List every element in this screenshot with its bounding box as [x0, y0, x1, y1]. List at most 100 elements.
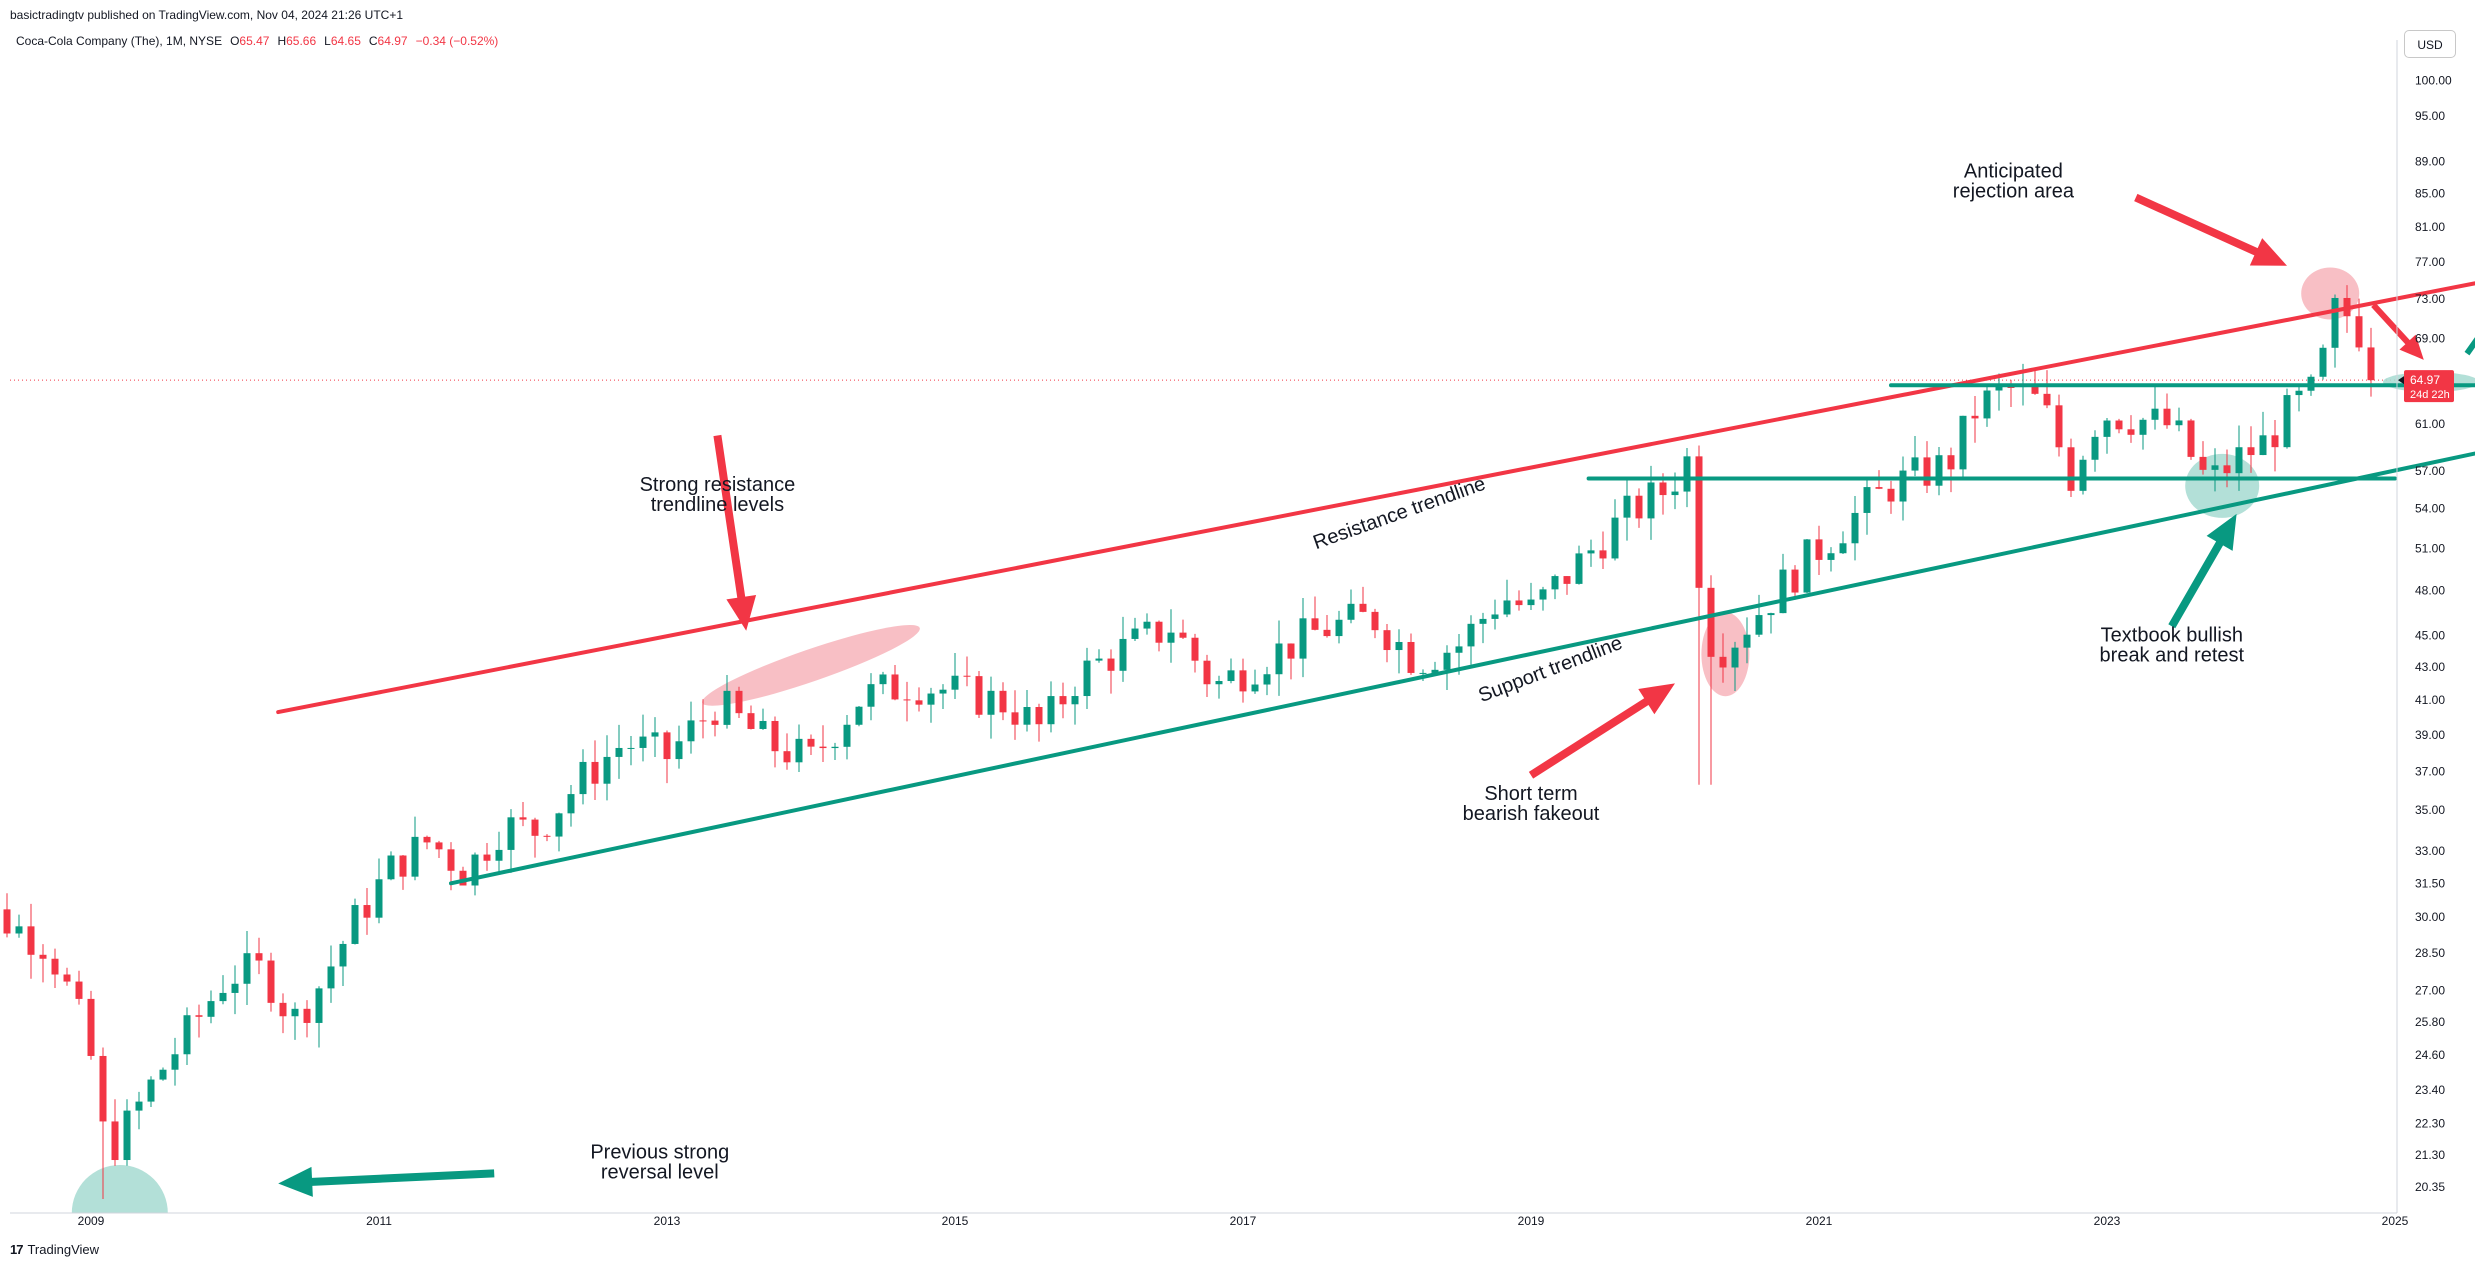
candle[interactable] — [927, 687, 935, 723]
candle[interactable] — [675, 725, 683, 769]
candle[interactable] — [1251, 669, 1259, 694]
candle[interactable] — [2175, 407, 2183, 432]
candle[interactable] — [1119, 616, 1127, 682]
candle[interactable] — [195, 1004, 203, 1038]
candle[interactable] — [2247, 426, 2255, 473]
candle[interactable] — [1707, 575, 1715, 785]
candle[interactable] — [1911, 435, 1919, 477]
candle[interactable] — [1383, 623, 1391, 663]
candle[interactable] — [1083, 647, 1091, 709]
candle[interactable] — [711, 711, 719, 737]
candles-layer[interactable] — [0, 285, 2375, 1199]
candle[interactable] — [291, 1002, 299, 1040]
candle[interactable] — [231, 965, 239, 1015]
candle[interactable] — [411, 816, 419, 881]
candle[interactable] — [1023, 690, 1031, 732]
candle[interactable] — [219, 975, 227, 1005]
candle[interactable] — [495, 831, 503, 872]
candle[interactable] — [591, 740, 599, 801]
candle[interactable] — [1551, 574, 1559, 600]
candle[interactable] — [759, 708, 767, 730]
candle[interactable] — [795, 724, 803, 772]
candle[interactable] — [159, 1067, 167, 1081]
candle[interactable] — [387, 851, 395, 881]
candle[interactable] — [507, 809, 515, 873]
candle[interactable] — [1479, 612, 1487, 644]
candle[interactable] — [1143, 613, 1151, 635]
candle[interactable] — [687, 701, 695, 754]
candle[interactable] — [363, 888, 371, 935]
candle[interactable] — [627, 735, 635, 766]
candle[interactable] — [1467, 615, 1475, 665]
candle[interactable] — [3, 893, 11, 938]
candle[interactable] — [819, 725, 827, 763]
candle[interactable] — [1407, 633, 1415, 675]
candle[interactable] — [399, 854, 407, 890]
candle[interactable] — [1887, 480, 1895, 514]
candle[interactable] — [2067, 438, 2075, 497]
candle[interactable] — [699, 699, 707, 739]
candle[interactable] — [891, 665, 899, 701]
candle[interactable] — [2079, 455, 2087, 495]
candle[interactable] — [435, 840, 443, 859]
candle[interactable] — [1959, 415, 1967, 478]
candle[interactable] — [1179, 619, 1187, 640]
candle[interactable] — [831, 742, 839, 760]
candle[interactable] — [1011, 690, 1019, 740]
candle[interactable] — [2187, 418, 2195, 460]
candle[interactable] — [2031, 369, 2039, 395]
candle[interactable] — [1107, 649, 1115, 694]
candle[interactable] — [543, 834, 551, 842]
trendlines-layer[interactable] — [276, 257, 2475, 886]
candle[interactable] — [1335, 610, 1343, 644]
candle[interactable] — [999, 682, 1007, 721]
candle[interactable] — [1995, 373, 2003, 411]
candle[interactable] — [567, 784, 575, 827]
candle[interactable] — [2091, 430, 2099, 472]
candle[interactable] — [1095, 649, 1103, 663]
candle[interactable] — [123, 1099, 131, 1166]
candle[interactable] — [1983, 385, 1991, 427]
candle[interactable] — [1779, 553, 1787, 614]
candle[interactable] — [1719, 633, 1727, 683]
candle[interactable] — [1155, 620, 1163, 652]
symbol-name[interactable]: Coca-Cola Company (The), 1M, NYSE — [16, 34, 223, 48]
candle[interactable] — [351, 898, 359, 945]
candle[interactable] — [2283, 388, 2291, 449]
candle[interactable] — [747, 705, 755, 730]
candle[interactable] — [99, 1047, 107, 1199]
candle[interactable] — [1839, 531, 1847, 554]
candle[interactable] — [807, 734, 815, 756]
candle[interactable] — [1635, 488, 1643, 528]
candle[interactable] — [1587, 539, 1595, 567]
candle[interactable] — [111, 1099, 119, 1166]
candle[interactable] — [1563, 576, 1571, 595]
candle[interactable] — [1971, 395, 1979, 443]
candle[interactable] — [867, 673, 875, 721]
candle[interactable] — [2043, 370, 2051, 409]
candle[interactable] — [1359, 586, 1367, 613]
candle[interactable] — [39, 944, 47, 983]
candle[interactable] — [1263, 666, 1271, 696]
candle[interactable] — [1527, 582, 1535, 611]
candle[interactable] — [1035, 703, 1043, 742]
candle[interactable] — [579, 749, 587, 805]
candle[interactable] — [2163, 393, 2171, 429]
candle[interactable] — [1371, 608, 1379, 639]
candle[interactable] — [783, 733, 791, 770]
candle[interactable] — [2295, 383, 2303, 412]
candle[interactable] — [1323, 615, 1331, 638]
candle[interactable] — [1395, 629, 1403, 674]
candle[interactable] — [1059, 682, 1067, 719]
candle[interactable] — [2103, 417, 2111, 454]
candle[interactable] — [15, 914, 23, 938]
candle[interactable] — [2271, 419, 2279, 472]
candle[interactable] — [2211, 448, 2219, 492]
x-axis[interactable]: 2009 2011 2013 2015 2017 2019 2021 2023 2025 — [78, 1214, 2409, 1228]
candle[interactable] — [1491, 599, 1499, 630]
candle[interactable] — [243, 931, 251, 1006]
candle[interactable] — [1071, 686, 1079, 725]
candle[interactable] — [639, 714, 647, 762]
candle[interactable] — [1899, 456, 1907, 521]
